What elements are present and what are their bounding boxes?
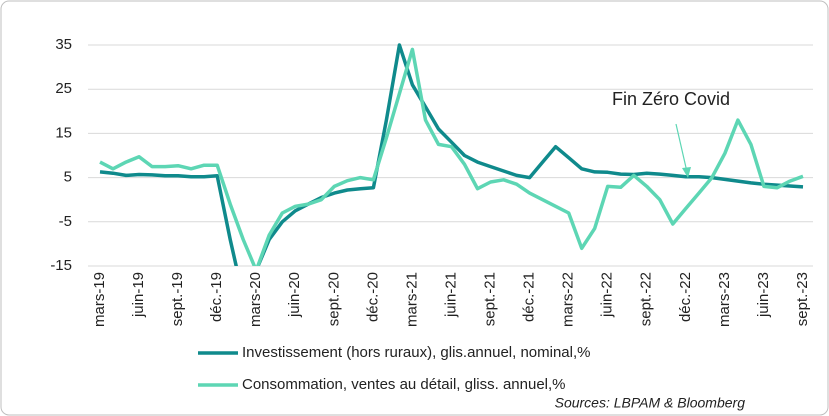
y-tick-label: 5 xyxy=(64,169,72,186)
annotation: Fin Zéro Covid xyxy=(612,89,730,109)
x-tick-label: sept.-23 xyxy=(794,272,811,326)
x-tick-label: mars-21 xyxy=(403,272,420,327)
x-tick-label: sept.-19 xyxy=(169,272,186,326)
y-tick-label: 15 xyxy=(55,124,72,141)
legend-label: Investissement (hors ruraux), glis.annue… xyxy=(242,344,591,361)
legend-label: Consommation, ventes au détail, gliss. a… xyxy=(242,376,566,393)
plot xyxy=(99,43,804,266)
x-tick-label: sept.-21 xyxy=(482,272,499,326)
x-tick-label: mars-20 xyxy=(247,272,264,327)
x-tick-label: juin-21 xyxy=(442,272,459,318)
annotation-arrow xyxy=(675,123,688,173)
y-tick-label: 35 xyxy=(55,36,72,53)
x-tick-label: déc.-19 xyxy=(208,272,225,322)
x-tick-label: mars-22 xyxy=(560,272,577,327)
x-tick-label: juin-23 xyxy=(755,272,772,318)
x-tick-label: déc.-21 xyxy=(521,272,538,322)
y-tick-label: -5 xyxy=(59,213,72,230)
series-line xyxy=(99,47,804,266)
y-tick-label: -15 xyxy=(50,257,72,274)
annotation-arrowhead xyxy=(682,167,691,178)
series-line xyxy=(99,43,804,266)
x-tick-label: déc.-22 xyxy=(677,272,694,322)
x-tick-label: mars-19 xyxy=(91,272,108,327)
x-tick-label: juin-19 xyxy=(130,272,147,318)
y-tick-label: 25 xyxy=(55,80,72,97)
x-tick-label: sept.-20 xyxy=(325,272,342,326)
x-tick-label: juin-20 xyxy=(286,272,303,318)
x-tick-label: sept.-22 xyxy=(638,272,655,326)
labels: -15 -5 5 15 25 35 mars-19 juin-19 sept.-19 déc.-1… xyxy=(50,36,811,393)
x-tick-label: mars-23 xyxy=(716,272,733,327)
source: Sources: LBPAM & Bloomberg xyxy=(555,395,746,411)
x-tick-label: déc.-20 xyxy=(364,272,381,322)
x-tick-label: juin-22 xyxy=(599,272,616,318)
